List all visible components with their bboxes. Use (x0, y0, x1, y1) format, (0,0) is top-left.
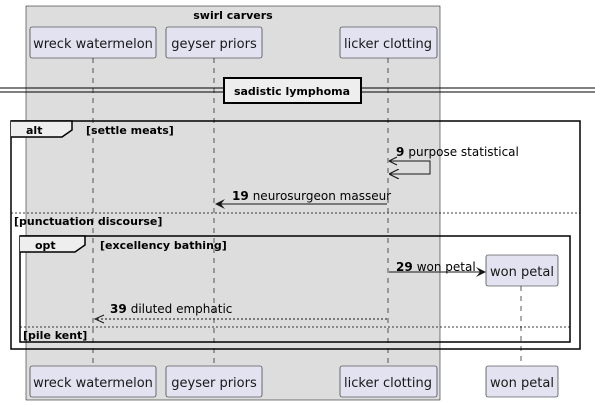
message-label: 9 purpose statistical (396, 145, 519, 159)
divider-label: sadistic lymphoma (234, 85, 350, 98)
participant-geyser-priors-bottom[interactable]: geyser priors (165, 365, 263, 398)
message-29: 29 won petal (389, 260, 486, 277)
alt-guard: [settle meats] (86, 124, 174, 137)
lifelines (92, 58, 522, 366)
message-text: won petal (417, 260, 476, 274)
alt-keyword: alt (26, 124, 42, 137)
participant-label: won petal (490, 265, 554, 280)
opt-keyword: opt (35, 239, 56, 252)
participant-label: wreck watermelon (33, 37, 153, 52)
participant-licker-clotting-bottom[interactable]: licker clotting (339, 365, 438, 398)
alt-else-guard: [punctuation discourse] (14, 215, 162, 228)
message-text: neurosurgeon masseur (253, 189, 391, 203)
opt-fragment: opt [excellency bathing] [pile kent] (19, 235, 571, 343)
message-number: 19 (232, 189, 249, 203)
opt-guard: [excellency bathing] (100, 239, 227, 252)
participant-wreck-watermelon-top[interactable]: wreck watermelon (29, 26, 157, 59)
participant-label: wreck watermelon (33, 376, 153, 391)
message-label: 39 diluted emphatic (110, 302, 232, 316)
message-text: diluted emphatic (131, 302, 233, 316)
message-number: 9 (396, 145, 404, 159)
message-39: 39 diluted emphatic (93, 302, 387, 324)
participant-wreck-watermelon-bottom[interactable]: wreck watermelon (29, 365, 157, 398)
participant-label: won petal (490, 376, 554, 391)
message-number: 39 (110, 302, 127, 316)
opt-else-guard: [pile kent] (23, 329, 87, 342)
message-9: 9 purpose statistical (388, 145, 519, 174)
message-number: 29 (396, 260, 413, 274)
alt-fragment: alt [settle meats] [punctuation discours… (10, 120, 581, 350)
message-text: purpose statistical (408, 145, 519, 159)
participant-label: geyser priors (171, 376, 257, 391)
participant-label: licker clotting (344, 37, 432, 52)
participant-group-box: swirl carvers (25, 5, 441, 401)
participant-won-petal-bottom[interactable]: won petal (485, 365, 559, 398)
participant-licker-clotting-top[interactable]: licker clotting (339, 26, 438, 59)
participant-label: geyser priors (171, 37, 257, 52)
message-19: 19 neurosurgeon masseur (215, 189, 391, 209)
participant-won-petal-created[interactable]: won petal (485, 254, 559, 287)
message-label: 19 neurosurgeon masseur (232, 189, 391, 203)
divider: sadistic lymphoma (0, 77, 595, 104)
group-title: swirl carvers (193, 9, 273, 22)
message-label: 29 won petal (396, 260, 476, 274)
participant-geyser-priors-top[interactable]: geyser priors (165, 26, 263, 59)
participant-label: licker clotting (344, 376, 432, 391)
